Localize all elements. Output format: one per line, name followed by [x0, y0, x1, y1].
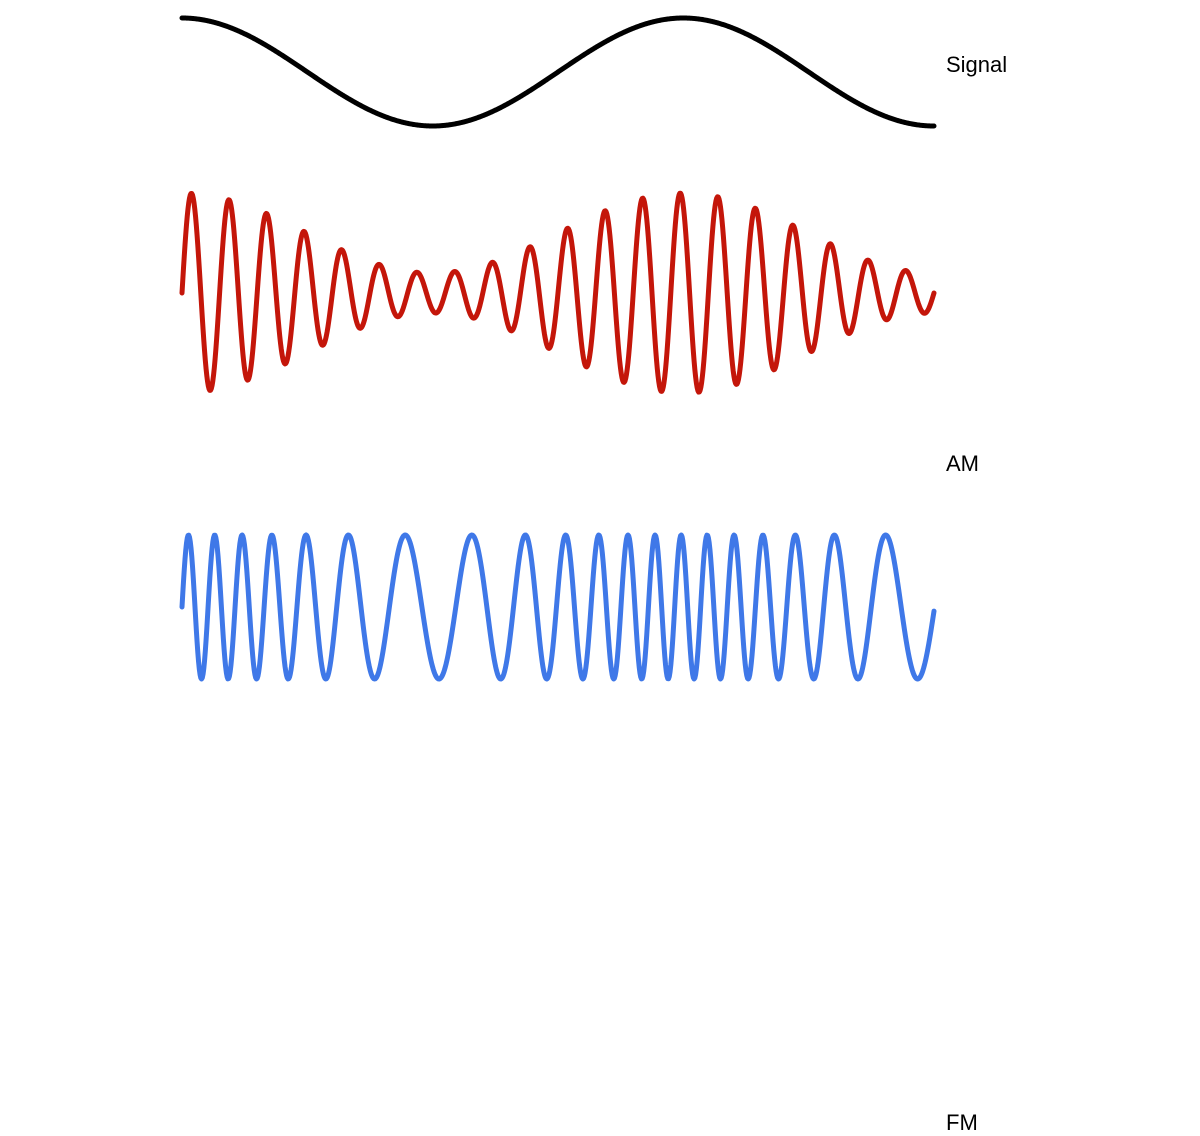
modulation-diagram: Signal AM FM	[0, 0, 1200, 703]
signal-row: Signal	[0, 0, 1200, 146]
fm-row: FM	[0, 520, 1200, 699]
signal-wave	[0, 0, 1200, 146]
fm-wave	[0, 520, 1200, 699]
am-label: AM	[946, 451, 979, 477]
am-wave	[0, 170, 1200, 413]
fm-label: FM	[946, 1110, 978, 1136]
signal-label: Signal	[946, 52, 1007, 78]
am-row: AM	[0, 170, 1200, 413]
